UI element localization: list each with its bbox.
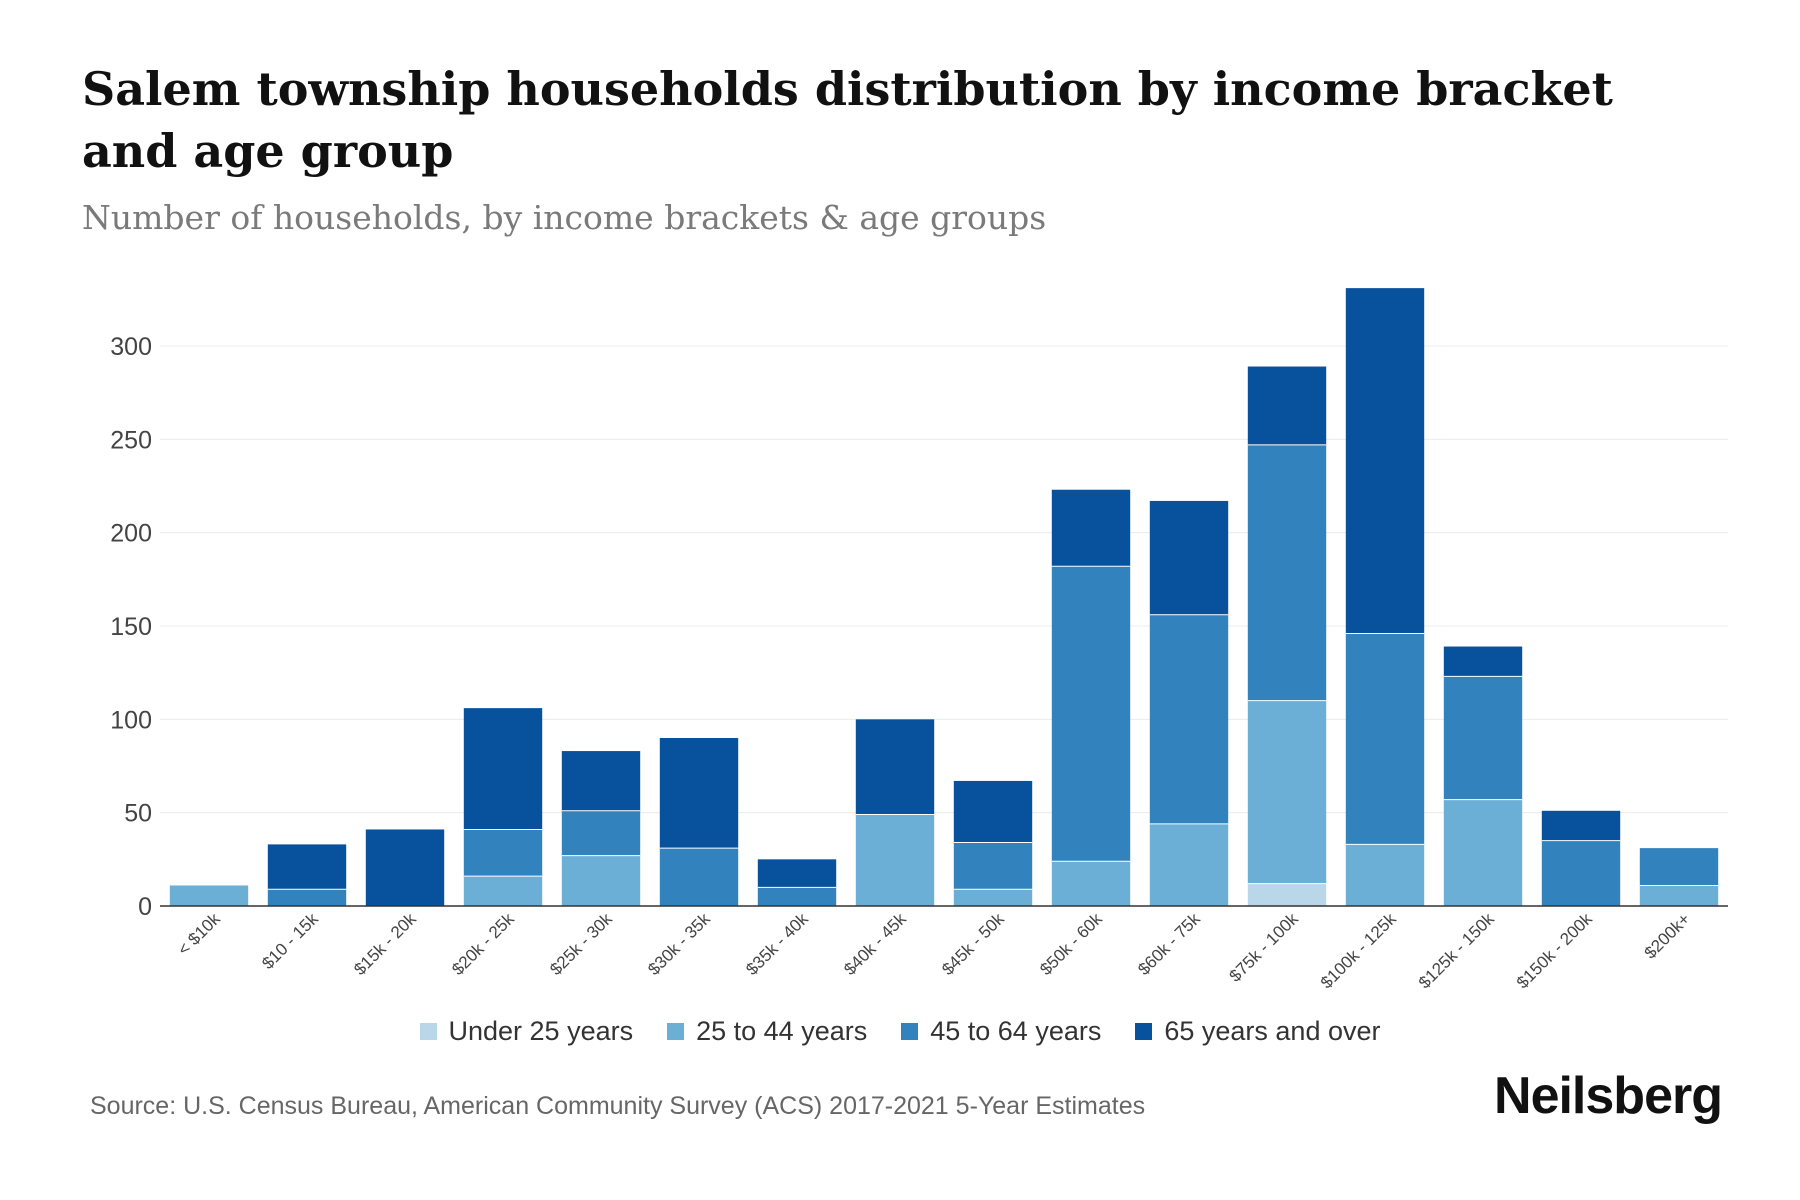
bar-segment[interactable] [953, 780, 1033, 843]
stacked-bar-chart: 0 50 100 150 200 250 300 < $10k $10 - 15k $15k - … [110, 288, 1728, 992]
bar-segment[interactable] [1051, 566, 1131, 862]
y-tick-label: 300 [110, 333, 152, 361]
bar-segment[interactable] [855, 719, 935, 815]
bar-segment[interactable] [1639, 848, 1719, 886]
bar-segment[interactable] [1345, 633, 1425, 845]
bar-segment[interactable] [1247, 700, 1327, 884]
bar-segment[interactable] [1541, 840, 1621, 906]
bar-segment[interactable] [463, 708, 543, 830]
x-tick-label: $125k - 150k [1415, 909, 1498, 992]
bar-segment[interactable] [1051, 861, 1131, 906]
x-tick-label: $10 - 15k [258, 909, 322, 973]
legend-item-65-over[interactable]: 65 years and over [1135, 1016, 1381, 1047]
x-tick-label: $25k - 30k [546, 909, 616, 979]
legend-item-45-64[interactable]: 45 to 64 years [901, 1016, 1101, 1047]
legend-item-25-44[interactable]: 25 to 44 years [667, 1016, 867, 1047]
bar-segment[interactable] [1639, 885, 1719, 906]
legend-swatch-45-64 [901, 1023, 919, 1040]
x-tick-label: $200k+ [1641, 909, 1694, 962]
bar-segment[interactable] [1345, 844, 1425, 906]
x-tick-label: $50k - 60k [1036, 909, 1106, 979]
bar-segment[interactable] [1443, 799, 1523, 906]
legend: Under 25 years 25 to 44 years 45 to 64 y… [0, 1016, 1800, 1047]
bar-segment[interactable] [953, 889, 1033, 906]
bar-segment[interactable] [1149, 614, 1229, 824]
bar-segment[interactable] [659, 738, 739, 849]
bar-segment[interactable] [1541, 810, 1621, 841]
legend-label-65-over: 65 years and over [1164, 1016, 1381, 1046]
bar-segment[interactable] [757, 887, 837, 906]
chart-subtitle: Number of households, by income brackets… [82, 198, 1047, 237]
bar-segment[interactable] [365, 829, 445, 906]
legend-label-under-25: Under 25 years [448, 1016, 634, 1046]
bar-segment[interactable] [267, 844, 347, 890]
x-tick-label: $15k - 20k [350, 909, 420, 979]
source-note: Source: U.S. Census Bureau, American Com… [90, 1092, 1146, 1120]
bar-segment[interactable] [1247, 444, 1327, 701]
legend-swatch-65-over [1135, 1023, 1153, 1040]
bar-segment[interactable] [1345, 288, 1425, 634]
bar-segment[interactable] [1247, 883, 1327, 906]
bar-segment[interactable] [463, 829, 543, 877]
legend-swatch-under-25 [419, 1023, 437, 1040]
bar-segment[interactable] [1443, 676, 1523, 800]
x-tick-label: $150k - 200k [1513, 909, 1596, 992]
legend-label-45-64: 45 to 64 years [930, 1016, 1102, 1046]
x-tick-label: $100k - 125k [1317, 909, 1400, 992]
bar-segment[interactable] [953, 842, 1033, 890]
x-tick-label: $75k - 100k [1226, 909, 1303, 986]
brand-logo: Neilsberg [1494, 1067, 1723, 1125]
bars [169, 288, 1719, 906]
legend-swatch-25-44 [667, 1023, 685, 1040]
bar-segment[interactable] [561, 751, 641, 811]
legend-label-25-44: 25 to 44 years [696, 1016, 868, 1046]
bar-segment[interactable] [561, 855, 641, 906]
x-tick-label: $45k - 50k [938, 909, 1008, 979]
y-tick-label: 100 [110, 706, 152, 734]
chart-title: Salem township households distribution b… [82, 62, 1613, 178]
bar-segment[interactable] [169, 885, 249, 906]
y-tick-label: 250 [110, 426, 152, 454]
y-tick-label: 50 [124, 800, 152, 828]
bar-segment[interactable] [561, 810, 641, 856]
bar-segment[interactable] [1149, 500, 1229, 615]
y-tick-label: 200 [110, 520, 152, 548]
bar-segment[interactable] [1247, 366, 1327, 445]
bar-segment[interactable] [1443, 646, 1523, 677]
x-tick-label: $60k - 75k [1134, 909, 1204, 979]
legend-item-under-25[interactable]: Under 25 years [419, 1016, 634, 1047]
x-tick-label: $30k - 35k [644, 909, 714, 979]
y-tick-label: 0 [138, 893, 152, 921]
bar-segment[interactable] [659, 848, 739, 906]
x-tick-label: < $10k [174, 909, 224, 959]
x-tick-label: $20k - 25k [448, 909, 518, 979]
bar-segment[interactable] [855, 814, 935, 906]
x-tick-label: $35k - 40k [742, 909, 812, 979]
bar-segment[interactable] [463, 876, 543, 906]
y-tick-label: 150 [110, 613, 152, 641]
x-tick-label: $40k - 45k [840, 909, 910, 979]
bar-segment[interactable] [1051, 489, 1131, 567]
bar-segment[interactable] [757, 859, 837, 888]
bar-segment[interactable] [267, 889, 347, 906]
bar-segment[interactable] [1149, 823, 1229, 906]
